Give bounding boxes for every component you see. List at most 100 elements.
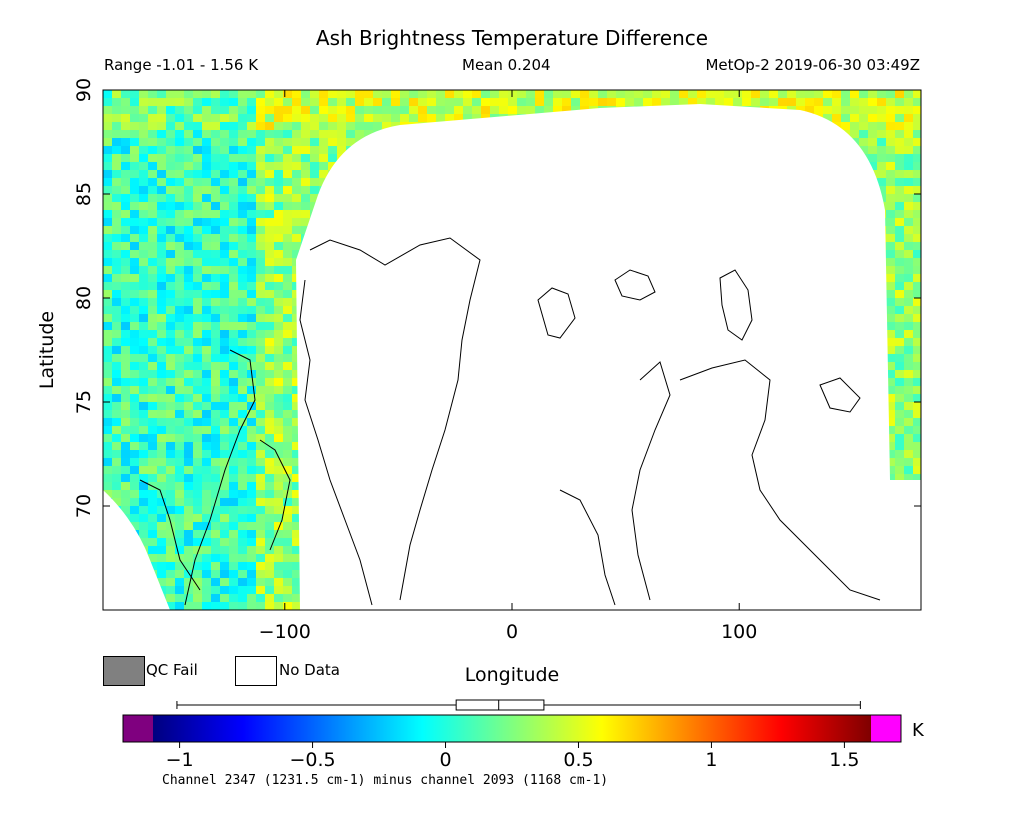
heatmap-cell bbox=[139, 506, 148, 514]
heatmap-cell bbox=[157, 226, 166, 234]
heatmap-cell bbox=[886, 474, 895, 482]
heatmap-cell bbox=[157, 442, 166, 450]
heatmap-cell bbox=[193, 370, 202, 378]
heatmap-cell bbox=[211, 234, 220, 242]
heatmap-cell bbox=[229, 130, 238, 138]
heatmap-cell bbox=[247, 146, 256, 154]
heatmap-cell bbox=[130, 202, 139, 210]
heatmap-cell bbox=[274, 114, 283, 122]
heatmap-cell bbox=[112, 314, 121, 322]
heatmap-cell bbox=[535, 106, 544, 114]
heatmap-cell bbox=[229, 242, 238, 250]
heatmap-cell bbox=[193, 266, 202, 274]
heatmap-cell bbox=[292, 314, 301, 322]
heatmap-cell bbox=[193, 186, 202, 194]
heatmap-cell bbox=[193, 442, 202, 450]
heatmap-cell bbox=[121, 290, 130, 298]
heatmap-cell bbox=[274, 434, 283, 442]
heatmap-cell bbox=[238, 346, 247, 354]
heatmap-cell bbox=[526, 98, 535, 106]
heatmap-cell bbox=[427, 90, 436, 98]
heatmap-cell bbox=[112, 122, 121, 130]
heatmap-cell bbox=[139, 378, 148, 386]
heatmap-cell bbox=[202, 138, 211, 146]
heatmap-cell bbox=[166, 194, 175, 202]
heatmap-cell bbox=[184, 442, 193, 450]
heatmap-cell bbox=[391, 106, 400, 114]
heatmap-cell bbox=[130, 306, 139, 314]
heatmap-cell bbox=[409, 114, 418, 122]
heatmap-cell bbox=[265, 210, 274, 218]
heatmap-cell bbox=[247, 362, 256, 370]
heatmap-cell bbox=[283, 378, 292, 386]
heatmap-cell bbox=[886, 250, 895, 258]
heatmap-cell bbox=[877, 162, 886, 170]
heatmap-cell bbox=[220, 130, 229, 138]
heatmap-cell bbox=[193, 362, 202, 370]
heatmap-cell bbox=[175, 410, 184, 418]
heatmap-cell bbox=[895, 274, 904, 282]
heatmap-cell bbox=[166, 402, 175, 410]
heatmap-cell bbox=[121, 338, 130, 346]
heatmap-cell bbox=[211, 522, 220, 530]
heatmap-cell bbox=[229, 234, 238, 242]
heatmap-cell bbox=[148, 346, 157, 354]
heatmap-cell bbox=[904, 434, 913, 442]
heatmap-cell bbox=[184, 194, 193, 202]
heatmap-cell bbox=[112, 458, 121, 466]
heatmap-cell bbox=[274, 354, 283, 362]
heatmap-cell bbox=[301, 186, 310, 194]
heatmap-cell bbox=[895, 298, 904, 306]
heatmap-cell bbox=[184, 498, 193, 506]
heatmap-cell bbox=[850, 114, 859, 122]
heatmap-cell bbox=[283, 138, 292, 146]
heatmap-cell bbox=[274, 458, 283, 466]
heatmap-cell bbox=[112, 378, 121, 386]
heatmap-cell bbox=[121, 466, 130, 474]
heatmap-cell bbox=[211, 362, 220, 370]
heatmap-cell bbox=[157, 154, 166, 162]
heatmap-cell bbox=[310, 162, 319, 170]
heatmap-cell bbox=[274, 418, 283, 426]
heatmap-cell bbox=[220, 322, 229, 330]
heatmap-cell bbox=[292, 114, 301, 122]
heatmap-cell bbox=[103, 218, 112, 226]
heatmap-cell bbox=[913, 354, 921, 362]
heatmap-cell bbox=[130, 458, 139, 466]
heatmap-cell bbox=[184, 346, 193, 354]
heatmap-cell bbox=[283, 250, 292, 258]
heatmap-cell bbox=[382, 90, 391, 98]
heatmap-cell bbox=[247, 234, 256, 242]
heatmap-cell bbox=[274, 290, 283, 298]
heatmap-cell bbox=[265, 138, 274, 146]
heatmap-cell bbox=[319, 106, 328, 114]
heatmap-cell bbox=[238, 482, 247, 490]
heatmap-cell bbox=[184, 378, 193, 386]
heatmap-cell bbox=[112, 170, 121, 178]
heatmap-cell bbox=[103, 466, 112, 474]
heatmap-cell bbox=[103, 394, 112, 402]
heatmap-cell bbox=[571, 106, 580, 114]
heatmap-cell bbox=[193, 170, 202, 178]
heatmap-cell bbox=[256, 442, 265, 450]
heatmap-cell bbox=[256, 338, 265, 346]
heatmap-cell bbox=[121, 346, 130, 354]
heatmap-cell bbox=[265, 146, 274, 154]
heatmap-cell bbox=[517, 90, 526, 98]
heatmap-cell bbox=[166, 386, 175, 394]
heatmap-cell bbox=[319, 90, 328, 98]
heatmap-cell bbox=[157, 514, 166, 522]
heatmap-cell bbox=[139, 202, 148, 210]
heatmap-cell bbox=[256, 138, 265, 146]
heatmap-cell bbox=[904, 210, 913, 218]
heatmap-cell bbox=[904, 106, 913, 114]
heatmap-cell bbox=[238, 186, 247, 194]
heatmap-cell bbox=[202, 194, 211, 202]
heatmap-cell bbox=[274, 266, 283, 274]
heatmap-cell bbox=[337, 130, 346, 138]
heatmap-cell bbox=[346, 130, 355, 138]
heatmap-cell bbox=[256, 306, 265, 314]
heatmap-cell bbox=[112, 138, 121, 146]
heatmap-cell bbox=[319, 154, 328, 162]
heatmap-cell bbox=[238, 194, 247, 202]
